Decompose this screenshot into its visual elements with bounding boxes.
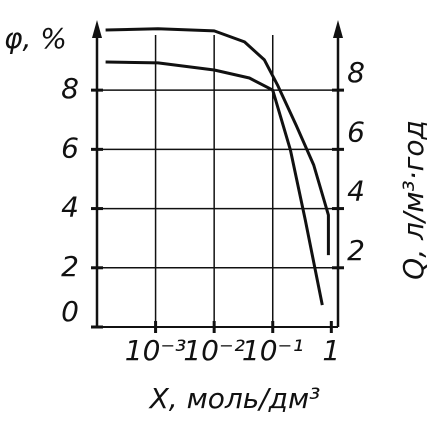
y2-tick-label: 4 — [347, 175, 365, 208]
x-tick-label: 10⁻¹ — [242, 334, 304, 367]
x-tick-label: 10⁻² — [183, 334, 245, 367]
y-tick-label: 0 — [61, 295, 79, 328]
x-tick-label: 1 — [322, 334, 340, 367]
axis-arrow — [92, 20, 102, 38]
x-axis-label: X, моль/дм³ — [148, 382, 321, 415]
y-tick-label: 4 — [61, 191, 79, 224]
y-axis-label: φ, % — [4, 22, 67, 55]
y2-tick-label: 2 — [347, 234, 365, 267]
y2-tick-label: 6 — [347, 115, 365, 148]
data-line — [105, 27, 330, 256]
data-line — [105, 60, 324, 306]
y-tick-label: 6 — [61, 131, 79, 164]
y2-tick-label: 8 — [347, 56, 365, 89]
axis-arrow — [333, 20, 343, 38]
x-tick-label: 10⁻³ — [125, 334, 187, 367]
y-tick-label: 8 — [61, 72, 79, 105]
y-tick-label: 2 — [61, 250, 79, 283]
y2-axis-label: Q, л/м³·год — [397, 120, 430, 280]
